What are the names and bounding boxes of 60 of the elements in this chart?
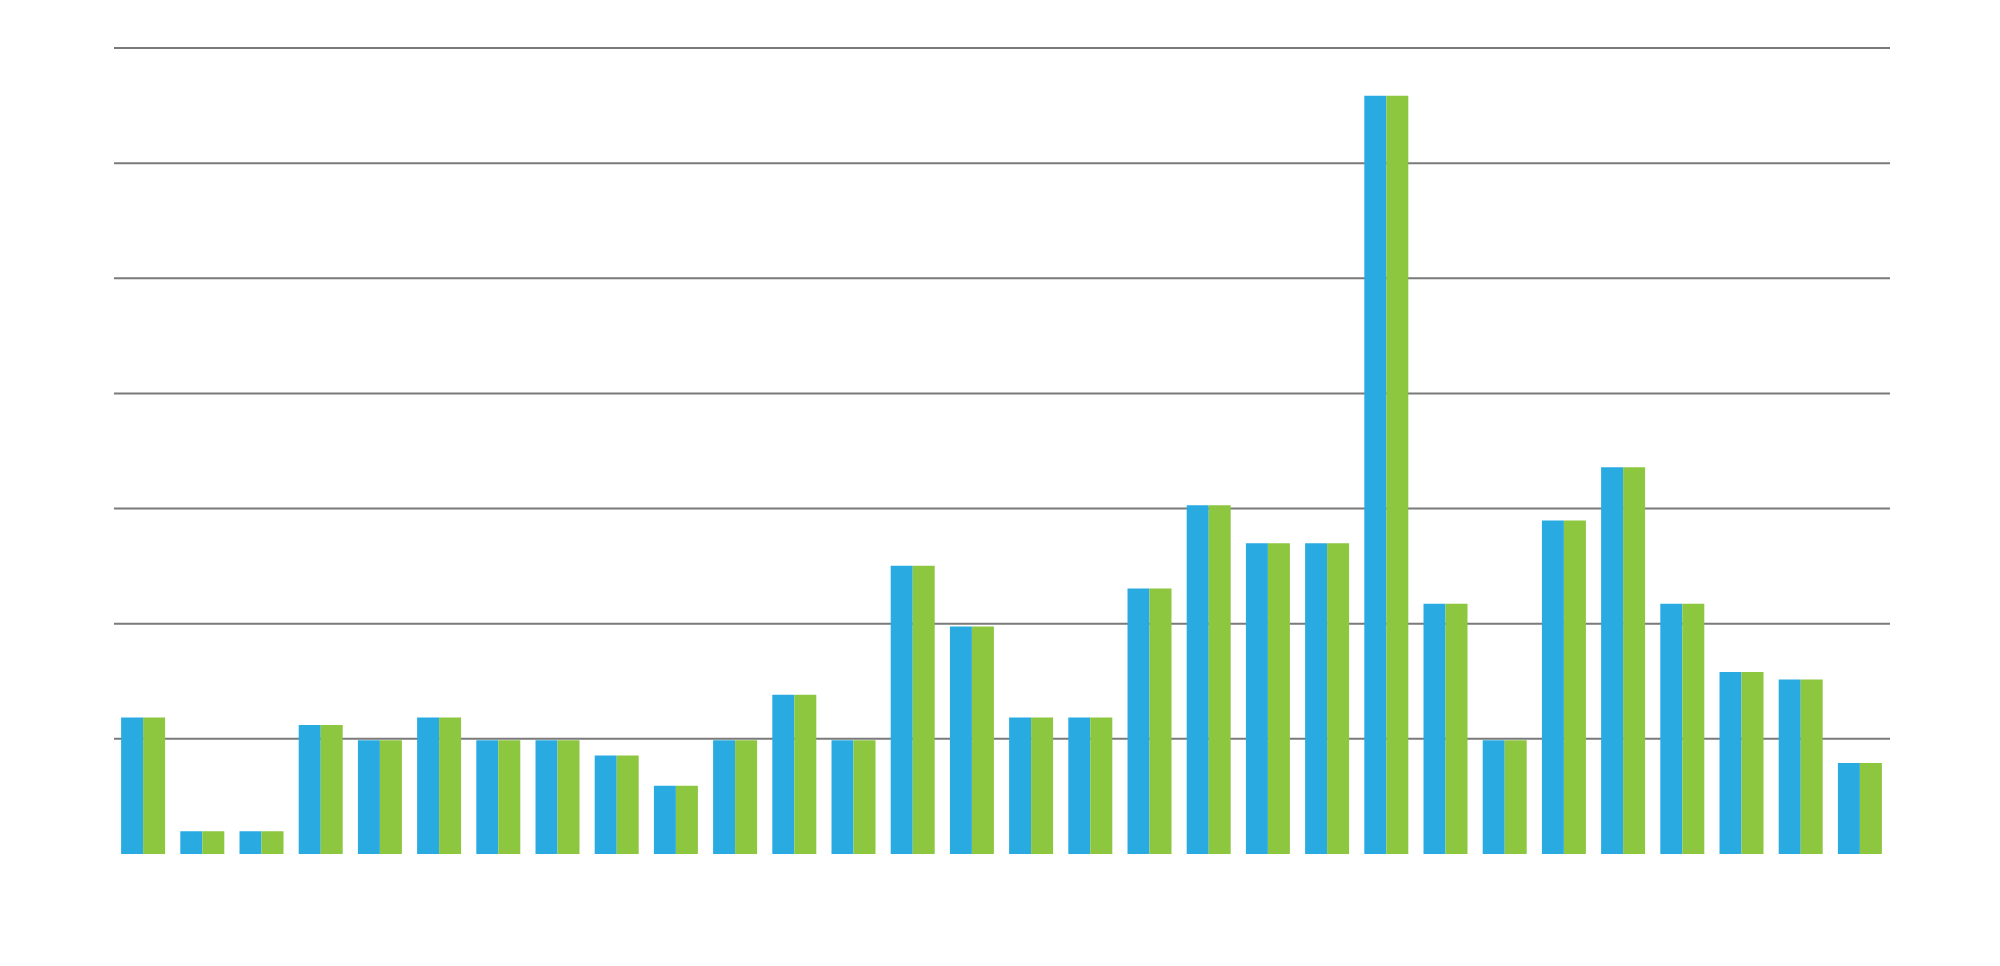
bar — [1541, 520, 1564, 854]
bar — [1482, 740, 1505, 854]
bar — [713, 740, 736, 854]
bar — [1563, 520, 1586, 854]
bar — [1327, 543, 1350, 854]
bar — [1149, 588, 1172, 854]
bar — [890, 565, 913, 854]
bar — [1068, 717, 1091, 854]
bar — [1504, 740, 1527, 854]
bar — [202, 831, 225, 854]
bar — [320, 725, 343, 854]
bar — [772, 694, 795, 854]
bar — [675, 785, 698, 854]
bar — [1423, 603, 1446, 854]
bar — [1386, 95, 1409, 854]
bar — [1009, 717, 1032, 854]
bar — [557, 740, 580, 854]
bar — [912, 565, 935, 854]
bar — [653, 785, 676, 854]
bar — [121, 717, 144, 854]
bar — [417, 717, 440, 854]
bar — [143, 717, 166, 854]
bar — [1800, 679, 1823, 854]
bar — [535, 740, 558, 854]
bar — [1660, 603, 1683, 854]
bar — [1859, 763, 1882, 854]
bar — [1601, 467, 1624, 854]
bar — [1741, 672, 1764, 854]
bar — [594, 755, 617, 854]
bar — [1364, 95, 1387, 854]
bar — [1682, 603, 1705, 854]
bar — [735, 740, 758, 854]
bar — [1305, 543, 1328, 854]
bar — [298, 725, 321, 854]
bar — [1267, 543, 1290, 854]
bar — [616, 755, 639, 854]
bar — [853, 740, 876, 854]
bar — [1208, 505, 1231, 854]
bar — [1031, 717, 1054, 854]
bar — [357, 740, 380, 854]
bar — [971, 626, 994, 854]
bar — [1623, 467, 1646, 854]
bar — [476, 740, 499, 854]
bar — [831, 740, 854, 854]
bar — [261, 831, 284, 854]
bar — [239, 831, 262, 854]
bar — [1719, 672, 1742, 854]
bar — [379, 740, 402, 854]
bar — [1186, 505, 1209, 854]
bar — [1127, 588, 1150, 854]
bar — [1837, 763, 1860, 854]
bar — [498, 740, 521, 854]
bar — [180, 831, 203, 854]
bar — [1445, 603, 1468, 854]
bar — [1245, 543, 1268, 854]
bar — [949, 626, 972, 854]
bar — [1090, 717, 1113, 854]
bar — [1778, 679, 1801, 854]
bar — [439, 717, 462, 854]
bar — [794, 694, 817, 854]
